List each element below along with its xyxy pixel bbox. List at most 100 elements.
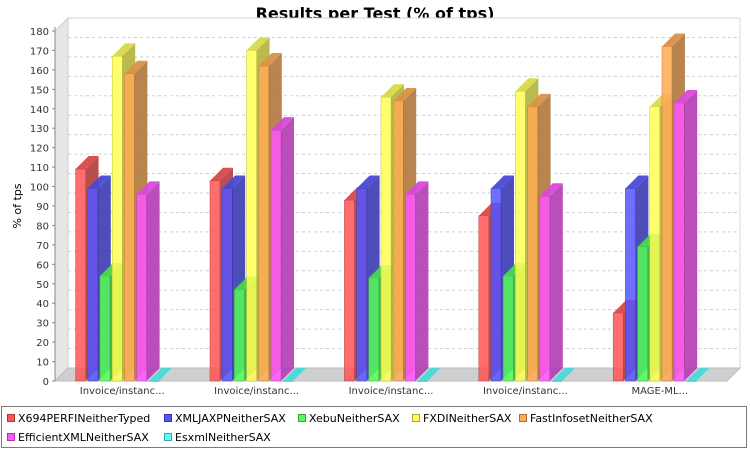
- bar-group: [478, 78, 575, 382]
- legend-item: X694PERFINeitherTyped: [7, 410, 150, 426]
- bar-top: [491, 175, 514, 189]
- bar: [270, 129, 282, 382]
- legend-label: X694PERFINeitherTyped: [18, 411, 151, 425]
- bar: [368, 277, 380, 382]
- legend-swatch: [298, 414, 306, 422]
- bar: [111, 56, 123, 382]
- legend-label: XebuNeitherSAX: [309, 411, 400, 425]
- bar-top: [246, 37, 270, 51]
- legend-label: EfficientXMLNeitherSAX: [18, 430, 149, 444]
- y-tick-label: 40: [36, 299, 49, 310]
- bar: [417, 380, 428, 382]
- y-tick-label: 160: [30, 66, 49, 77]
- legend-label: XMLJAXPNeitherSAX: [175, 411, 286, 425]
- bar-top: [405, 181, 429, 195]
- bar: [661, 46, 673, 382]
- y-tick-label: 0: [43, 377, 49, 388]
- bar: [356, 188, 367, 382]
- y-tick-label: 140: [30, 105, 49, 116]
- bar-top: [210, 167, 233, 181]
- bar: [136, 194, 147, 382]
- bar-top: [356, 175, 380, 189]
- legend-swatch: [412, 414, 420, 422]
- legend-item: EfficientXMLNeitherSAX: [7, 429, 149, 445]
- bar: [551, 380, 563, 382]
- bar-top: [271, 117, 294, 131]
- y-tick-label: 50: [36, 280, 49, 291]
- bar: [392, 100, 404, 382]
- bar: [87, 188, 99, 382]
- y-tick-label: 20: [36, 338, 49, 349]
- bar: [75, 168, 86, 382]
- x-tick-label: Invoice/instanc...: [80, 386, 165, 397]
- x-tick-label: Invoice/instanc...: [214, 386, 299, 397]
- bar-group: [75, 43, 172, 382]
- legend-label: FXDINeitherSAX: [423, 411, 512, 425]
- y-tick-label: 120: [30, 144, 49, 155]
- bar: [625, 188, 636, 382]
- legend-item: FastInfosetNeitherSAX: [519, 410, 653, 426]
- bar: [246, 50, 257, 382]
- bar-side: [549, 183, 563, 381]
- x-tick-label: Invoice/instanc...: [349, 386, 434, 397]
- legend-swatch: [164, 414, 172, 422]
- y-axis-label: % of tps: [11, 183, 24, 228]
- y-tick-label: 100: [30, 183, 49, 194]
- bar-side: [415, 181, 429, 381]
- legend-label: EsxmlNeitherSAX: [175, 430, 271, 444]
- bar-top: [686, 368, 710, 381]
- bar-side: [146, 181, 160, 381]
- bar-top: [87, 175, 111, 189]
- bar-group: [209, 37, 307, 382]
- y-tick-label: 80: [36, 221, 49, 232]
- legend-swatch: [7, 414, 15, 422]
- bar: [148, 380, 160, 382]
- y-tick-label: 130: [30, 124, 49, 135]
- bar: [99, 275, 111, 382]
- y-tick-label: 30: [36, 319, 49, 330]
- bar: [344, 199, 355, 382]
- legend-label: FastInfosetNeitherSAX: [530, 411, 653, 425]
- bar-top: [552, 368, 575, 381]
- bar: [502, 275, 514, 382]
- legend-item: FXDINeitherSAX: [412, 410, 511, 426]
- y-tick-label: 10: [36, 358, 49, 369]
- bar: [380, 96, 392, 382]
- bar: [405, 194, 416, 382]
- bar-top: [393, 88, 417, 101]
- y-tick-label: 110: [30, 163, 49, 174]
- legend-item: XMLJAXPNeitherSAX: [164, 410, 286, 426]
- legend-item: XebuNeitherSAX: [298, 410, 400, 426]
- bar-top: [417, 368, 441, 381]
- bar: [539, 196, 551, 382]
- bar: [282, 380, 294, 382]
- bar-top: [515, 78, 539, 92]
- bar: [234, 289, 245, 382]
- y-tick-label: 90: [36, 202, 49, 213]
- plot-side-wall: [54, 16, 69, 383]
- bar-top: [112, 43, 136, 57]
- bar-top: [148, 368, 172, 381]
- bar: [478, 215, 490, 382]
- y-tick-label: 60: [36, 260, 49, 271]
- bar: [515, 91, 526, 382]
- y-tick-label: 150: [30, 85, 49, 96]
- chart-plot: Results per Test (% of tps)0102030405060…: [11, 4, 742, 397]
- bar-top: [674, 89, 698, 103]
- bar-top: [662, 33, 685, 47]
- bar-top: [625, 175, 649, 189]
- bar: [637, 246, 648, 382]
- bar-group: [612, 33, 710, 382]
- bar-top: [527, 93, 551, 107]
- bar-top: [539, 183, 563, 197]
- bar: [612, 312, 624, 382]
- bar-top: [222, 175, 246, 189]
- legend-swatch: [164, 433, 172, 441]
- x-tick-label: MAGE-ML...: [631, 386, 688, 397]
- bar-top: [258, 53, 282, 66]
- bar: [649, 106, 661, 382]
- bar-top: [136, 181, 160, 195]
- bar-top: [75, 156, 99, 170]
- bar: [673, 102, 685, 382]
